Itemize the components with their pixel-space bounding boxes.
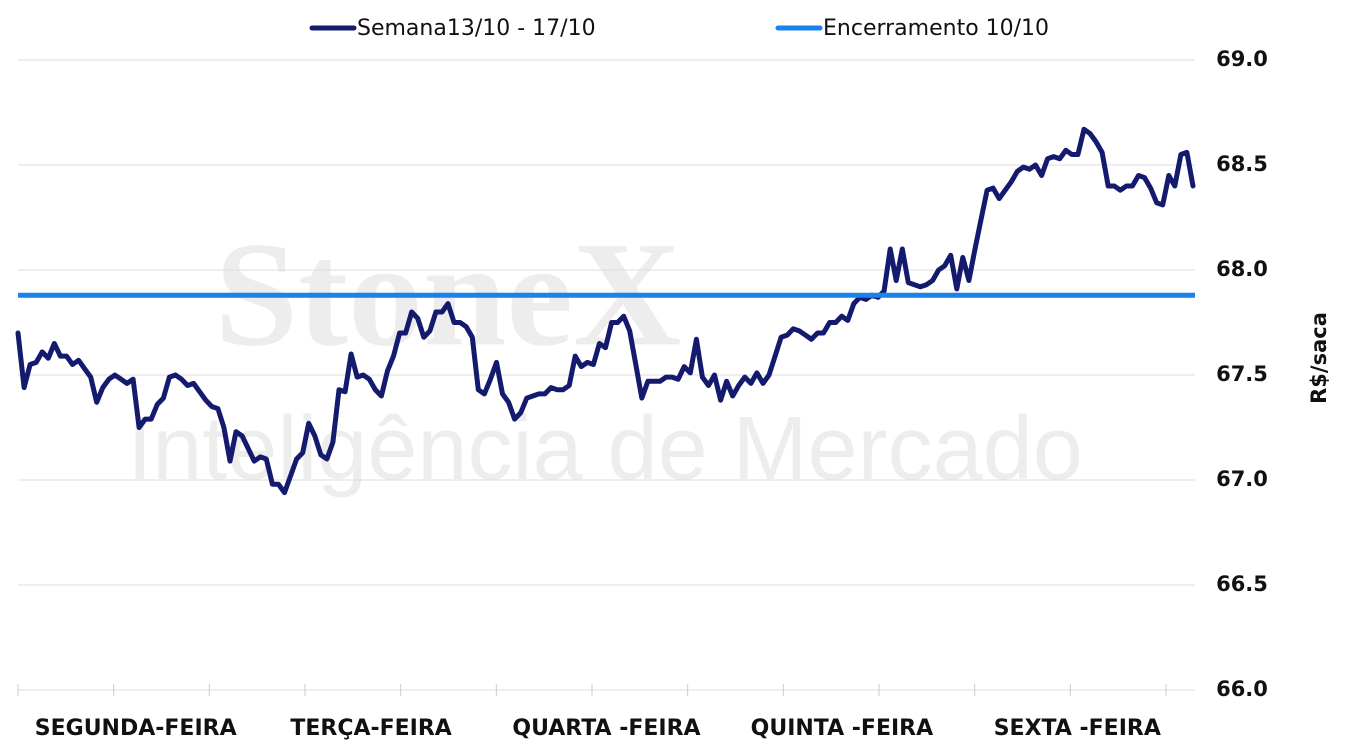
x-tick-label: SEXTA -FEIRA [994, 716, 1161, 741]
y-tick-label: 66.0 [1216, 677, 1268, 701]
y-tick-label: 69.0 [1216, 47, 1268, 71]
legend-label: Encerramento 10/10 [823, 16, 1049, 41]
series-line [15, 126, 1196, 496]
y-tick-label: 68.0 [1216, 257, 1268, 281]
x-tick-label: QUARTA -FEIRA [512, 716, 700, 741]
x-tick-label: QUINTA -FEIRA [751, 716, 934, 741]
y-tick-label: 66.5 [1216, 572, 1268, 596]
x-tick-label: TERÇA-FEIRA [290, 716, 452, 741]
y-axis-label: R$/saca [1307, 312, 1331, 404]
x-tick-label: SEGUNDA-FEIRA [35, 716, 237, 741]
legend-label: Semana13/10 - 17/10 [357, 16, 596, 41]
y-tick-label: 67.0 [1216, 467, 1268, 491]
y-tick-label: 68.5 [1216, 152, 1268, 176]
y-tick-label: 67.5 [1216, 362, 1268, 386]
